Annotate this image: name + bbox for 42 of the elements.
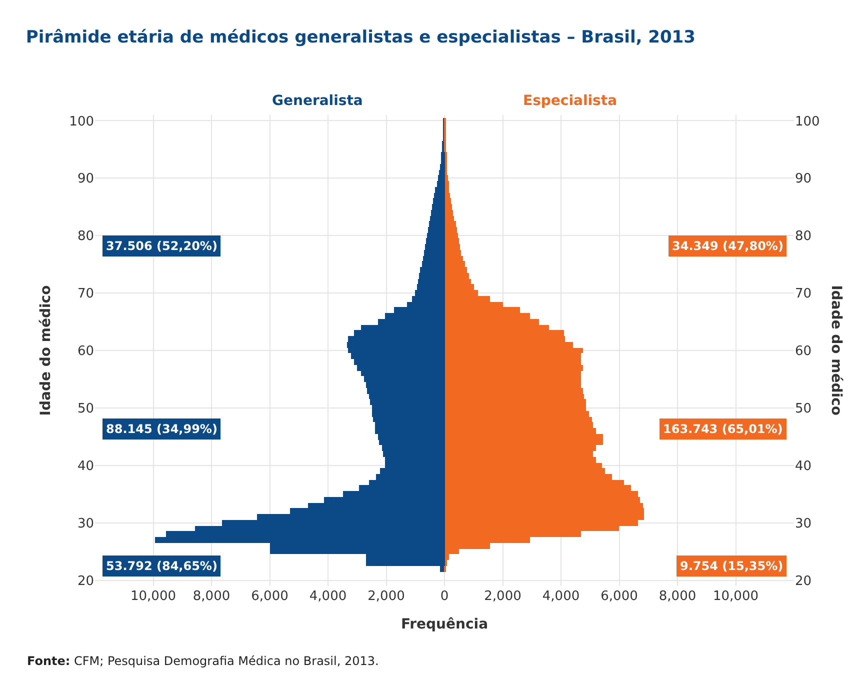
x-tick-label: 4,000 — [542, 589, 580, 604]
y-tick-label: 90 — [77, 172, 94, 187]
chart-title: Pirâmide etária de médicos generalistas e especialistas – Brasil, 2013 — [26, 28, 696, 48]
y2-tick-label: 80 — [795, 229, 812, 244]
x-tick-label: 6,000 — [600, 589, 638, 604]
x-tick-label: 10,000 — [713, 589, 758, 604]
x-tick-label: 0 — [440, 589, 449, 604]
y2-tick-label: 60 — [795, 344, 812, 360]
y-tick-label: 20 — [77, 574, 94, 589]
y-tick-label: 60 — [77, 344, 94, 360]
annotation: 37.506 (52,20%) — [106, 239, 218, 253]
text: Especialista — [523, 93, 618, 109]
y-tick-label: 40 — [77, 458, 94, 474]
x-tick-label: 4,000 — [309, 589, 347, 604]
x-tick-label: 8,000 — [658, 589, 696, 604]
y2-tick-label: 50 — [795, 401, 812, 416]
x-tick-label: 2,000 — [368, 589, 405, 604]
y2-axis-title: Idade do médico — [828, 285, 844, 416]
y-tick-label: 80 — [77, 229, 94, 244]
y-tick-label: 50 — [77, 401, 94, 416]
annotation: 163.743 (65,01%) — [663, 422, 783, 436]
x-tick-label: 10,000 — [130, 589, 176, 604]
x-axis-title: Frequência — [400, 616, 488, 632]
x-tick-label: 8,000 — [192, 589, 230, 604]
annotation: 88.145 (34,99%) — [106, 422, 218, 436]
annotation: 34.349 (47,80%) — [672, 239, 784, 253]
annotation: 9.754 (15,35%) — [680, 559, 784, 573]
y2-tick-label: 90 — [795, 172, 812, 187]
source-note: Fonte: CFM; Pesquisa Demografia Médica no Brasil, 2013. — [27, 654, 379, 668]
y-axis-title: Idade do médico — [38, 284, 54, 416]
text: Generalista — [272, 93, 363, 109]
y2-tick-label: 30 — [795, 516, 812, 532]
y2-tick-label: 70 — [795, 286, 812, 302]
y2-tick-label: 100 — [795, 114, 820, 130]
y2-tick-label: 40 — [795, 458, 812, 474]
annotation: 53.792 (84,65%) — [106, 559, 218, 573]
x-tick-label: 6,000 — [251, 589, 288, 604]
y-tick-label: 100 — [69, 114, 94, 130]
y-tick-label: 30 — [77, 516, 94, 532]
y2-tick-label: 20 — [795, 574, 812, 589]
y-tick-label: 70 — [77, 286, 94, 302]
x-tick-label: 2,000 — [484, 589, 522, 604]
